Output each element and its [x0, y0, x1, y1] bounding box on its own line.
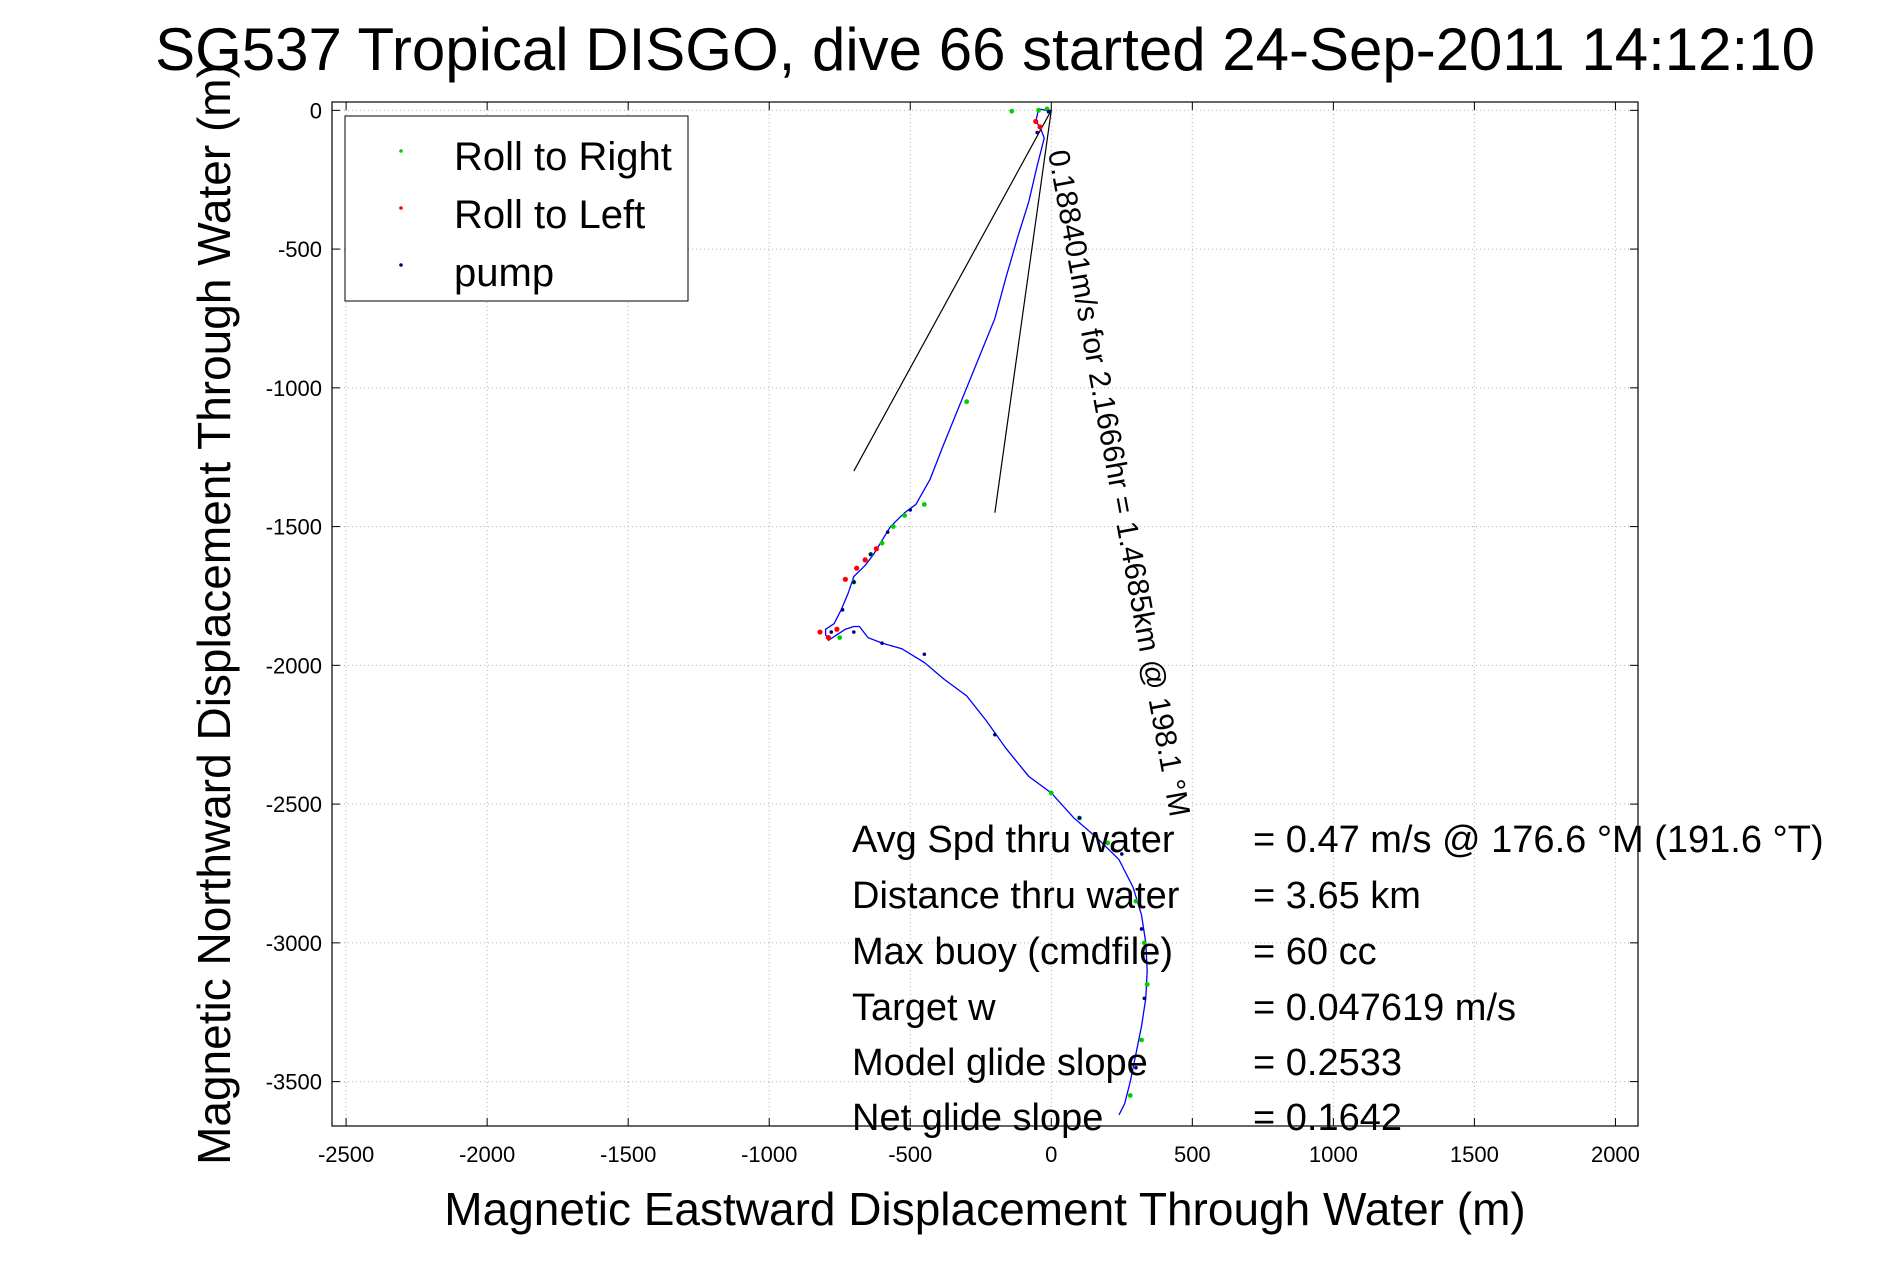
pump-point	[852, 580, 856, 584]
x-tick-label: -1000	[741, 1142, 797, 1167]
y-axis-label: Magnetic Northward Displacement Through …	[188, 63, 240, 1165]
roll-right-point	[1127, 1093, 1133, 1098]
stat-value-avg-speed: = 0.47 m/s @ 176.6 °M (191.6 °T)	[1253, 819, 1824, 861]
x-tick-label: 1000	[1309, 1142, 1358, 1167]
plot-frame	[331, 101, 1639, 1127]
wedge-line	[994, 110, 1052, 513]
roll-left-point	[825, 634, 832, 641]
stat-label-net-glide: Net glide slope	[852, 1097, 1103, 1139]
pump-point	[1120, 852, 1124, 856]
roll-right-point	[890, 524, 896, 529]
stat-label-model-glide: Model glide slope	[852, 1042, 1148, 1084]
stat-value-target-w: = 0.047619 m/s	[1253, 987, 1516, 1029]
stat-label-max-buoy: Max buoy (cmdfile)	[852, 931, 1173, 973]
heading-wedge	[853, 110, 1052, 513]
x-tick-label: -2500	[318, 1142, 374, 1167]
legend-label-roll-left: Roll to Left	[454, 193, 645, 237]
x-tick-label: 1500	[1450, 1142, 1499, 1167]
track-series	[824, 108, 1148, 1116]
x-tick-label: -1500	[600, 1142, 656, 1167]
roll-left-point	[1037, 124, 1043, 130]
y-tick-label: -2500	[266, 792, 322, 817]
roll-right-point	[1036, 107, 1041, 113]
legend-label-roll-right: Roll to Right	[454, 135, 672, 179]
roll-left-point	[817, 629, 823, 635]
roll-right-point	[1105, 840, 1111, 846]
x-tick-label: 500	[1174, 1142, 1211, 1167]
pump-point	[1046, 109, 1051, 114]
legend-marker-pump	[399, 263, 403, 267]
pump-point	[880, 641, 884, 645]
wedge-line	[853, 110, 1052, 472]
pump-point	[1139, 927, 1144, 931]
y-tick-label: -500	[278, 237, 322, 262]
roll-left-point	[873, 546, 880, 552]
marker-series	[817, 106, 1150, 1098]
chart-title: SG537 Tropical DISGO, dive 66 started 24…	[155, 16, 1815, 83]
roll-right-point	[1141, 940, 1147, 946]
roll-right-point	[1009, 108, 1015, 114]
pump-point	[922, 652, 927, 657]
y-tick-label: -3000	[266, 931, 322, 956]
roll-right-point	[902, 513, 908, 518]
stat-value-net-glide: = 0.1642	[1253, 1097, 1402, 1139]
stats-panel: Avg Spd thru water = 0.47 m/s @ 176.6 °M…	[852, 819, 1824, 1139]
x-tick-label: -2000	[459, 1142, 515, 1167]
pump-point	[829, 630, 834, 634]
pump-point	[852, 630, 856, 634]
roll-right-point	[1139, 1037, 1144, 1043]
stat-label-avg-speed: Avg Spd thru water	[852, 819, 1175, 861]
stat-value-model-glide: = 0.2533	[1253, 1042, 1402, 1084]
roll-left-point	[862, 557, 868, 563]
stat-label-target-w: Target w	[852, 987, 996, 1029]
legend: Roll to Right Roll to Left pump	[344, 115, 689, 302]
pump-point	[1035, 130, 1039, 135]
pump-point	[1077, 816, 1082, 820]
grid	[332, 102, 1638, 1126]
pump-point	[840, 608, 845, 612]
x-tick-label: 2000	[1591, 1142, 1640, 1167]
roll-right-point	[964, 399, 970, 405]
y-tick-label: -3500	[266, 1070, 322, 1095]
roll-left-point	[854, 565, 860, 571]
pump-point	[885, 530, 890, 534]
pump-point	[1134, 1065, 1138, 1070]
y-tick-label: -1000	[266, 376, 322, 401]
y-tick-label: -2000	[266, 653, 322, 678]
roll-right-point	[1144, 982, 1150, 987]
pump-point	[1142, 996, 1147, 1001]
x-axis-label: Magnetic Eastward Displacement Through W…	[444, 1183, 1525, 1235]
roll-right-point	[837, 635, 843, 640]
y-tick-label: 0	[310, 98, 322, 123]
pump-point	[868, 552, 873, 557]
stat-label-distance: Distance thru water	[852, 875, 1180, 917]
roll-right-point	[879, 540, 885, 546]
roll-left-point	[842, 576, 848, 582]
y-tick-label: -1500	[266, 515, 322, 540]
x-tick-label: 0	[1045, 1142, 1057, 1167]
roll-left-point	[834, 626, 840, 632]
roll-right-point	[921, 501, 927, 507]
roll-right-point	[1133, 898, 1139, 904]
stat-value-distance: = 3.65 km	[1253, 875, 1421, 917]
legend-label-pump: pump	[454, 251, 554, 295]
x-tick-label: -500	[888, 1142, 932, 1167]
axis-ticks: -2500 -2000 -1500 -1000 -500 0 500 1000 1500 2000…	[266, 98, 1640, 1167]
roll-right-point	[1048, 790, 1054, 796]
stat-value-max-buoy: = 60 cc	[1253, 931, 1377, 973]
legend-marker-roll-left	[399, 206, 403, 210]
track-line	[824, 108, 1148, 1116]
legend-marker-roll-right	[399, 149, 403, 153]
pump-point	[993, 732, 997, 737]
pump-point	[908, 508, 913, 512]
roll-left-point	[1033, 118, 1039, 125]
